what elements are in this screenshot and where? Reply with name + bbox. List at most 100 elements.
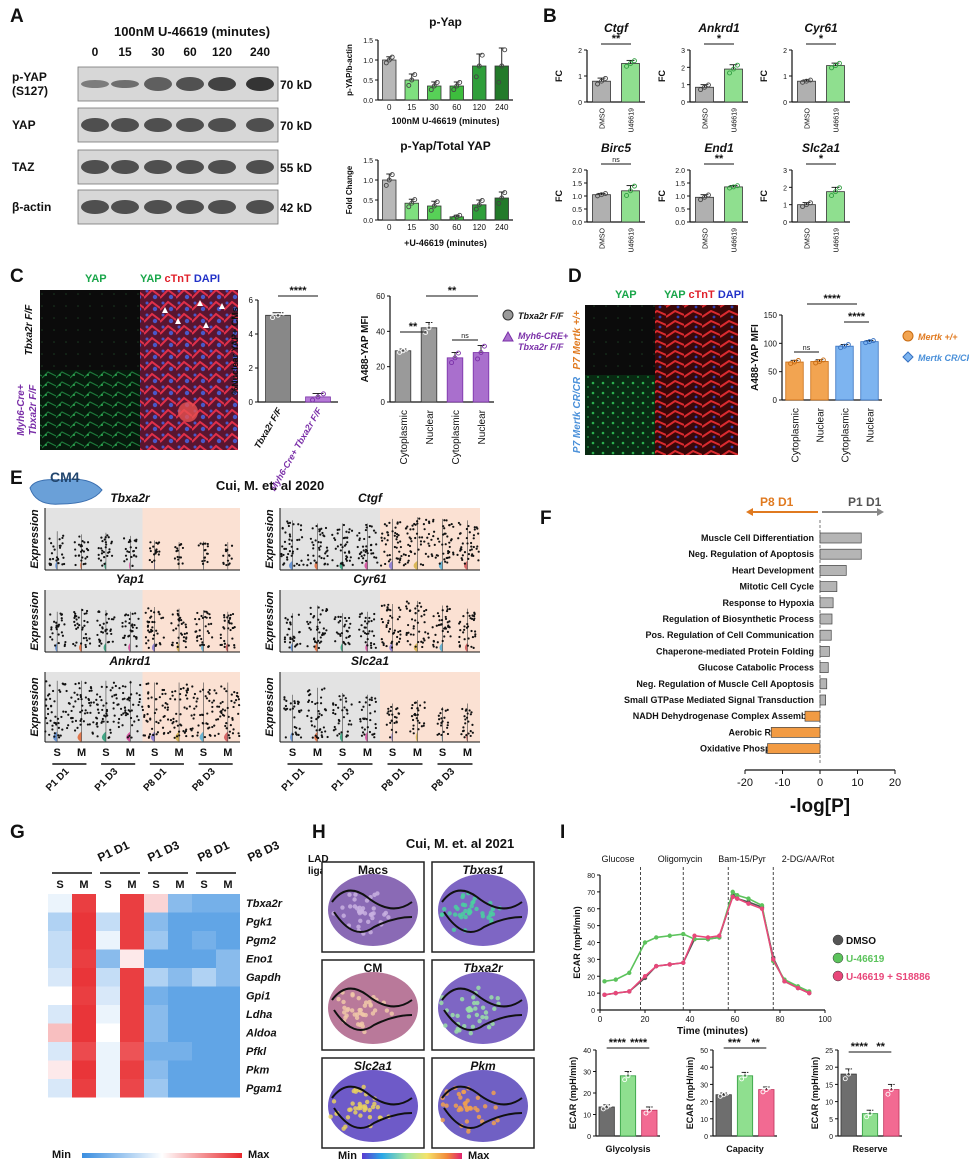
data-point (698, 87, 703, 93)
series-point (759, 903, 765, 908)
cell-point (79, 694, 82, 697)
background-p8 (142, 672, 240, 742)
cell-point (318, 729, 321, 732)
spot (353, 1110, 358, 1115)
cell-point (284, 617, 287, 620)
cell-point (318, 530, 321, 533)
column-label: S (152, 879, 159, 891)
cell-point (286, 520, 289, 523)
cell-point (194, 630, 197, 633)
cell-point (216, 705, 219, 708)
cell-point (104, 536, 107, 539)
x-tick-label: DMSO (600, 227, 607, 249)
panel-label-a: A (10, 6, 24, 27)
violin-plot-slc2a1 (279, 672, 480, 743)
spot (486, 1025, 492, 1030)
heatmap-cell (120, 1079, 144, 1098)
cell-point (302, 563, 305, 566)
cell-point (365, 545, 368, 548)
cell-point (373, 556, 376, 559)
data-point (808, 77, 813, 83)
cell-point (442, 730, 445, 733)
dataset-title: Cui, M. et. al 2020 (216, 478, 324, 493)
significance-label: *** (728, 1037, 742, 1049)
cell-point (387, 534, 390, 537)
cell-point (313, 725, 316, 728)
cell-point (88, 637, 91, 640)
cell-point (104, 546, 107, 549)
cell-point (96, 633, 99, 637)
cell-point (334, 712, 337, 716)
cell-point (427, 636, 430, 639)
violin-shape (464, 642, 468, 652)
cell-point (206, 560, 209, 564)
cell-point (298, 563, 301, 567)
cell-point (314, 702, 317, 706)
cell-point (399, 521, 402, 524)
cell-point (112, 681, 116, 684)
cell-point (333, 725, 336, 729)
cell-point (105, 708, 109, 712)
cell-point (285, 621, 288, 624)
cell-point (345, 619, 348, 623)
spot (336, 996, 341, 1002)
cell-point (146, 625, 149, 628)
cell-point (418, 601, 421, 605)
cell-point (420, 605, 423, 608)
cell-point (310, 700, 314, 704)
cell-point (204, 542, 207, 545)
blot-band (176, 77, 204, 91)
spot (340, 905, 345, 910)
image-row-label: P7 Mertk CR/CR (572, 376, 583, 453)
cell-point (382, 643, 385, 647)
data-point (833, 63, 838, 69)
phase-label: M (223, 747, 232, 759)
bar (598, 1106, 615, 1137)
cell-point (238, 703, 241, 707)
cell-point (386, 606, 389, 609)
cell-point (73, 620, 76, 624)
cell-point (74, 554, 77, 557)
panel-label-f: F (540, 508, 552, 529)
cell-point (196, 697, 199, 700)
cell-point (86, 555, 89, 558)
cell-point (472, 537, 475, 540)
significance-label: * (717, 33, 722, 45)
y-axis-label: Expression (264, 509, 276, 569)
cell-point (385, 723, 388, 726)
infarct-outline (331, 987, 413, 1031)
cell-point (390, 646, 394, 649)
heatmap-cell (144, 912, 168, 931)
cell-point (337, 615, 340, 618)
cell-point (359, 720, 362, 723)
cell-point (366, 726, 369, 729)
cell-point (196, 611, 199, 615)
y-axis-label: FC (657, 190, 667, 202)
cell-point (73, 624, 77, 627)
cell-point (198, 634, 201, 638)
heatmap-cell (96, 894, 120, 913)
spot (357, 905, 362, 911)
gene-label: Tbxa2r (110, 491, 151, 505)
cell-point (229, 628, 232, 632)
cell-point (284, 531, 287, 534)
data-point (864, 1114, 870, 1120)
spot (455, 906, 460, 912)
cell-point (105, 621, 109, 624)
term-label: Small GTPase Mediated Signal Transductio… (624, 695, 814, 705)
cell-point (309, 537, 312, 540)
arrowhead (877, 508, 884, 516)
cell-point (96, 725, 99, 728)
blot-band (81, 160, 109, 174)
cell-point (80, 642, 83, 645)
cell-point (83, 624, 86, 627)
term-label: Neg. Regulation of Apoptosis (688, 549, 814, 559)
column-label: M (127, 879, 136, 891)
cell-point (169, 719, 173, 722)
cell-point (440, 724, 443, 727)
cell-point (86, 541, 90, 544)
event-label: Oligomycin (658, 854, 703, 864)
cell-point (373, 612, 376, 616)
spot (328, 1114, 333, 1119)
cell-point (233, 625, 236, 629)
